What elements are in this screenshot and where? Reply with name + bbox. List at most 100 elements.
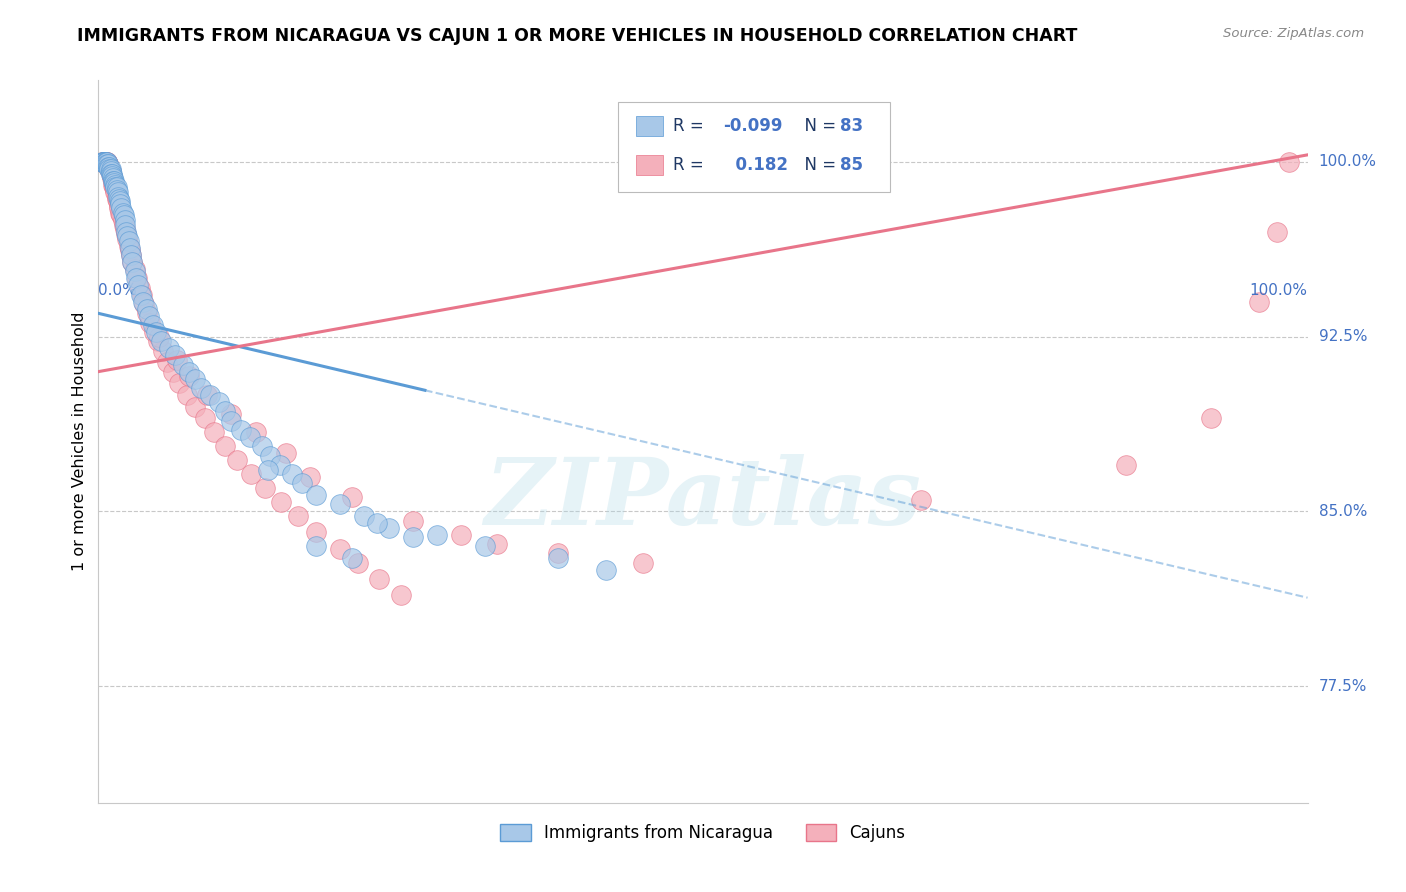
Point: [91, 154, 114, 169]
Point: [184, 400, 207, 414]
Legend: Immigrants from Nicaragua, Cajuns: Immigrants from Nicaragua, Cajuns: [494, 817, 912, 848]
Point: [100, 161, 122, 176]
Point: [595, 563, 617, 577]
Point: [104, 180, 127, 194]
Point: [93, 154, 115, 169]
Point: [145, 325, 167, 339]
Point: [94, 154, 117, 169]
Point: [129, 287, 152, 301]
Point: [152, 343, 174, 358]
Point: [101, 171, 124, 186]
Point: [108, 202, 131, 216]
Point: [110, 202, 132, 216]
Point: [254, 481, 277, 495]
Point: [163, 348, 186, 362]
Point: [143, 325, 166, 339]
Point: [184, 371, 207, 385]
Point: [198, 388, 221, 402]
Point: [93, 154, 115, 169]
Point: [135, 301, 157, 316]
Point: [96, 157, 118, 171]
Point: [97, 160, 120, 174]
Point: [96, 154, 118, 169]
FancyBboxPatch shape: [619, 102, 890, 193]
Point: [108, 206, 131, 220]
Point: [94, 154, 117, 169]
Point: [100, 164, 122, 178]
Text: Source: ZipAtlas.com: Source: ZipAtlas.com: [1223, 27, 1364, 40]
Point: [114, 222, 136, 236]
Point: [93, 154, 115, 169]
Point: [135, 306, 157, 320]
Point: [274, 446, 297, 460]
Text: -0.099: -0.099: [724, 117, 783, 135]
Point: [239, 430, 262, 444]
Point: [157, 341, 180, 355]
Point: [146, 334, 169, 349]
Point: [104, 185, 127, 199]
Point: [103, 173, 125, 187]
Point: [259, 449, 281, 463]
Point: [195, 388, 218, 402]
Point: [118, 239, 141, 253]
Point: [256, 462, 278, 476]
Point: [108, 199, 131, 213]
Point: [353, 509, 375, 524]
Point: [547, 546, 569, 560]
Point: [91, 154, 114, 169]
Point: [96, 154, 118, 169]
Point: [1249, 294, 1271, 309]
Text: 92.5%: 92.5%: [1319, 329, 1367, 344]
Point: [250, 439, 273, 453]
Point: [101, 173, 124, 187]
Point: [98, 160, 121, 174]
Point: [368, 572, 391, 586]
Point: [94, 154, 117, 169]
Text: 77.5%: 77.5%: [1319, 679, 1367, 694]
Point: [910, 492, 932, 507]
Point: [1115, 458, 1137, 472]
Point: [91, 154, 114, 169]
Point: [105, 183, 128, 197]
Point: [270, 495, 292, 509]
Text: R =: R =: [672, 117, 709, 135]
Point: [239, 467, 262, 482]
Point: [426, 528, 449, 542]
Point: [120, 248, 142, 262]
Point: [91, 154, 114, 169]
Point: [121, 255, 143, 269]
Text: N =: N =: [793, 117, 841, 135]
Text: 0.182: 0.182: [724, 156, 787, 174]
Point: [105, 180, 128, 194]
Y-axis label: 1 or more Vehicles in Household: 1 or more Vehicles in Household: [72, 312, 87, 571]
Point: [389, 588, 412, 602]
Point: [214, 404, 236, 418]
Point: [91, 154, 114, 169]
Point: [486, 537, 509, 551]
Text: 100.0%: 100.0%: [1319, 154, 1376, 169]
Point: [245, 425, 267, 440]
FancyBboxPatch shape: [637, 116, 664, 136]
Point: [115, 225, 138, 239]
Point: [114, 213, 136, 227]
Point: [547, 551, 569, 566]
Point: [1199, 411, 1222, 425]
Point: [101, 173, 124, 187]
Point: [226, 453, 249, 467]
Point: [107, 185, 129, 199]
Point: [118, 234, 141, 248]
Point: [138, 309, 160, 323]
Point: [290, 476, 312, 491]
Point: [366, 516, 388, 530]
Point: [105, 190, 128, 204]
Point: [329, 498, 352, 512]
Point: [305, 525, 328, 540]
Point: [179, 365, 201, 379]
Point: [1278, 154, 1301, 169]
Point: [169, 376, 191, 391]
Point: [156, 355, 179, 369]
Point: [299, 469, 322, 483]
Point: [108, 196, 131, 211]
Point: [100, 171, 122, 186]
Point: [100, 164, 122, 178]
